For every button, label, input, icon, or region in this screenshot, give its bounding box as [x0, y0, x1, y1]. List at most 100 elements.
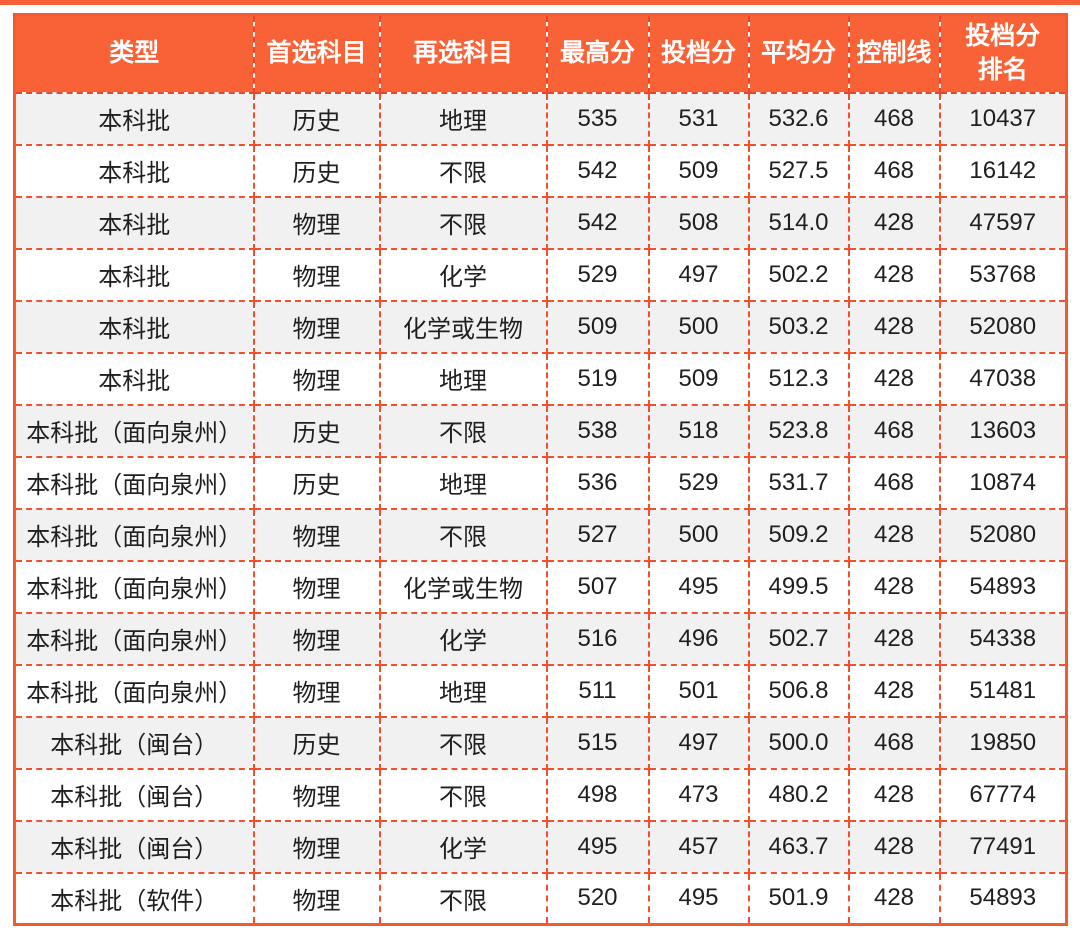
table-cell: 物理: [252, 507, 381, 562]
table-cell: 514.0: [747, 195, 850, 250]
table-cell: 本科批（面向泉州）: [13, 559, 255, 614]
table-head: 类型 首选科目 再选科目 最高分 投档分 平均分 控制线 投档分 排名: [13, 13, 1068, 94]
table-cell: 53768: [938, 247, 1068, 302]
table-cell: 地理: [378, 91, 548, 146]
table-row: 本科批 物理 化学或生物 509 500 503.2 428 52080: [13, 299, 1068, 354]
table-cell: 468: [847, 403, 941, 458]
table-cell: 本科批（闽台）: [13, 715, 255, 770]
table-cell: 536: [545, 455, 650, 510]
table-cell: 物理: [252, 611, 381, 666]
table-cell: 54893: [938, 871, 1068, 926]
table-cell: 529: [647, 455, 750, 510]
table-cell: 468: [847, 143, 941, 198]
table-cell: 历史: [252, 91, 381, 146]
table-cell: 47597: [938, 195, 1068, 250]
table-cell: 物理: [252, 195, 381, 250]
table-cell: 509.2: [747, 507, 850, 562]
table-cell: 本科批: [13, 247, 255, 302]
table-cell: 物理: [252, 559, 381, 614]
table-cell: 不限: [378, 403, 548, 458]
table-cell: 历史: [252, 715, 381, 770]
table-cell: 13603: [938, 403, 1068, 458]
table-cell: 428: [847, 299, 941, 354]
table-cell: 本科批: [13, 91, 255, 146]
table-cell: 本科批（面向泉州）: [13, 663, 255, 718]
table-cell: 468: [847, 715, 941, 770]
table-cell: 520: [545, 871, 650, 926]
table-cell: 本科批: [13, 351, 255, 406]
table-cell: 地理: [378, 455, 548, 510]
table-cell: 519: [545, 351, 650, 406]
table-cell: 542: [545, 143, 650, 198]
table-header-row: 类型 首选科目 再选科目 最高分 投档分 平均分 控制线 投档分 排名: [13, 13, 1068, 94]
table-cell: 19850: [938, 715, 1068, 770]
table-cell: 历史: [252, 455, 381, 510]
column-header-5: 投档分: [647, 13, 750, 94]
table-cell: 不限: [378, 195, 548, 250]
table-cell: 本科批（闽台）: [13, 819, 255, 874]
table-cell: 10437: [938, 91, 1068, 146]
column-header-7: 控制线: [847, 13, 941, 94]
table-row: 本科批 物理 地理 519 509 512.3 428 47038: [13, 351, 1068, 406]
table-cell: 不限: [378, 871, 548, 926]
table-cell: 515: [545, 715, 650, 770]
table-cell: 499.5: [747, 559, 850, 614]
table-cell: 497: [647, 715, 750, 770]
table-cell: 509: [647, 351, 750, 406]
column-header-8: 投档分 排名: [938, 13, 1068, 94]
table-cell: 498: [545, 767, 650, 822]
table-cell: 480.2: [747, 767, 850, 822]
table-cell: 物理: [252, 767, 381, 822]
table-cell: 16142: [938, 143, 1068, 198]
table-row: 本科批（面向泉州） 物理 不限 527 500 509.2 428 52080: [13, 507, 1068, 562]
table-cell: 52080: [938, 299, 1068, 354]
table-cell: 500: [647, 507, 750, 562]
table-cell: 地理: [378, 663, 548, 718]
table-cell: 495: [545, 819, 650, 874]
table-cell: 化学或生物: [378, 299, 548, 354]
column-header-6: 平均分: [747, 13, 850, 94]
table-cell: 512.3: [747, 351, 850, 406]
table-cell: 507: [545, 559, 650, 614]
table-cell: 473: [647, 767, 750, 822]
table-cell: 化学: [378, 611, 548, 666]
column-header-2: 首选科目: [252, 13, 381, 94]
table-cell: 500.0: [747, 715, 850, 770]
table-cell: 不限: [378, 767, 548, 822]
admission-score-table: 类型 首选科目 再选科目 最高分 投档分 平均分 控制线 投档分 排名 本科批 历史 地理 535 5…: [13, 13, 1068, 926]
table-cell: 77491: [938, 819, 1068, 874]
table-cell: 502.2: [747, 247, 850, 302]
table-cell: 496: [647, 611, 750, 666]
table-cell: 428: [847, 611, 941, 666]
table-cell: 52080: [938, 507, 1068, 562]
top-accent-strip: [0, 0, 1080, 5]
table-cell: 物理: [252, 299, 381, 354]
table-cell: 501: [647, 663, 750, 718]
table-cell: 化学: [378, 819, 548, 874]
table-cell: 化学: [378, 247, 548, 302]
table-row: 本科批（面向泉州） 物理 化学 516 496 502.7 428 54338: [13, 611, 1068, 666]
table-cell: 化学或生物: [378, 559, 548, 614]
table-row: 本科批（面向泉州） 物理 地理 511 501 506.8 428 51481: [13, 663, 1068, 718]
table-cell: 本科批（面向泉州）: [13, 507, 255, 562]
table-cell: 502.7: [747, 611, 850, 666]
table-row: 本科批（闽台） 物理 不限 498 473 480.2 428 67774: [13, 767, 1068, 822]
table-row: 本科批 物理 化学 529 497 502.2 428 53768: [13, 247, 1068, 302]
table-cell: 501.9: [747, 871, 850, 926]
table-cell: 本科批（面向泉州）: [13, 455, 255, 510]
table-cell: 不限: [378, 143, 548, 198]
table-cell: 497: [647, 247, 750, 302]
table-cell: 历史: [252, 143, 381, 198]
table-cell: 463.7: [747, 819, 850, 874]
table-cell: 物理: [252, 819, 381, 874]
table-cell: 509: [545, 299, 650, 354]
table-cell: 本科批（闽台）: [13, 767, 255, 822]
table-cell: 54893: [938, 559, 1068, 614]
table-cell: 527: [545, 507, 650, 562]
table-cell: 物理: [252, 247, 381, 302]
table-row: 本科批（面向泉州） 物理 化学或生物 507 495 499.5 428 54893: [13, 559, 1068, 614]
table-cell: 542: [545, 195, 650, 250]
table-body: 本科批 历史 地理 535 531 532.6 468 10437 本科批 历史 不限 542 509 5…: [13, 91, 1068, 926]
table-cell: 535: [545, 91, 650, 146]
table-row: 本科批 物理 不限 542 508 514.0 428 47597: [13, 195, 1068, 250]
